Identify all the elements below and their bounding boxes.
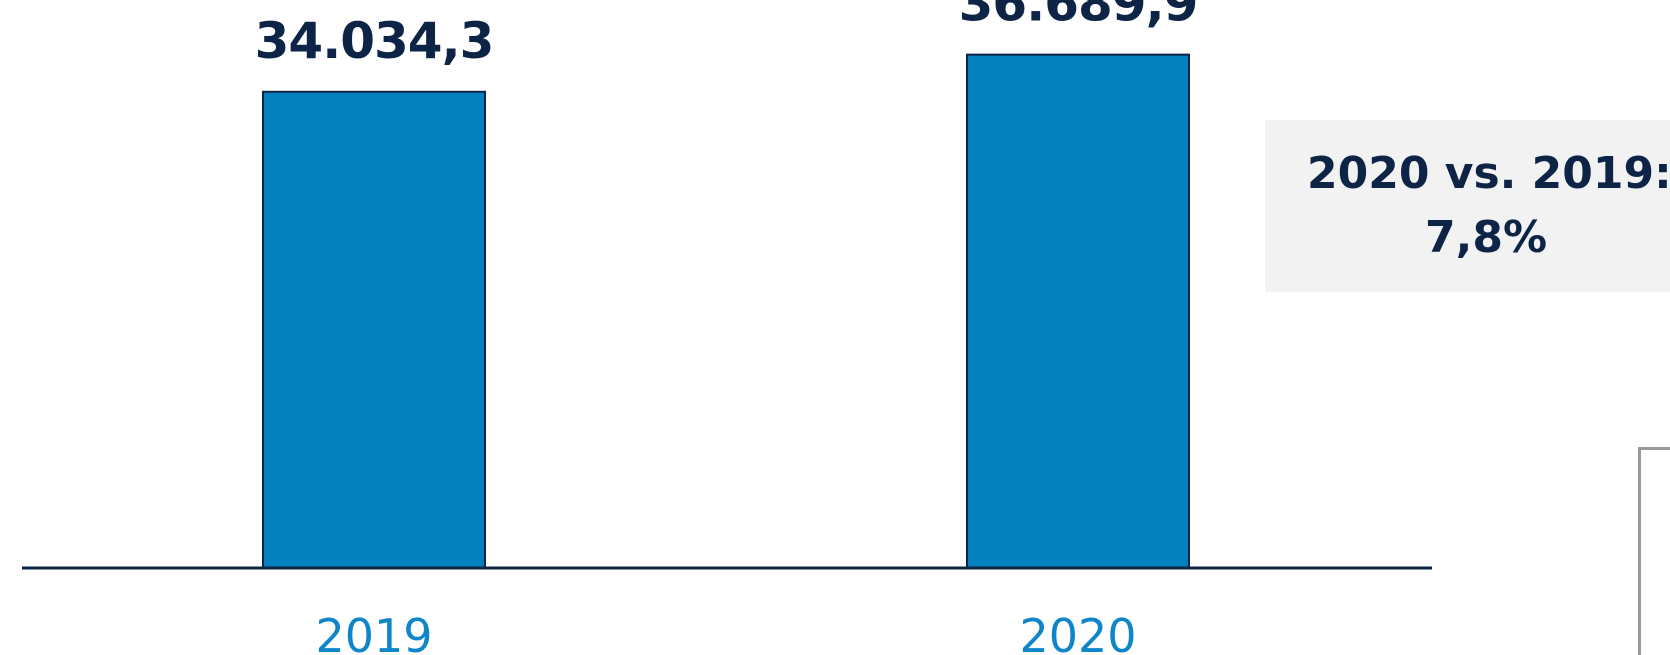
- bar-2020: [966, 53, 1190, 569]
- category-label-2019: 2019: [315, 609, 432, 655]
- comparison-label: 2020 vs. 2019:: [1307, 148, 1670, 199]
- side-panel-frame: [1638, 447, 1670, 655]
- value-label-2020: 36.689,9: [959, 0, 1198, 33]
- category-label-2020: 2020: [1019, 609, 1136, 655]
- comparison-value: 7,8%: [1425, 212, 1548, 263]
- comparison-callout: 2020 vs. 2019: 7,8%: [1265, 120, 1670, 292]
- bar-2019: [262, 90, 486, 569]
- value-label-2019: 34.034,3: [255, 12, 494, 70]
